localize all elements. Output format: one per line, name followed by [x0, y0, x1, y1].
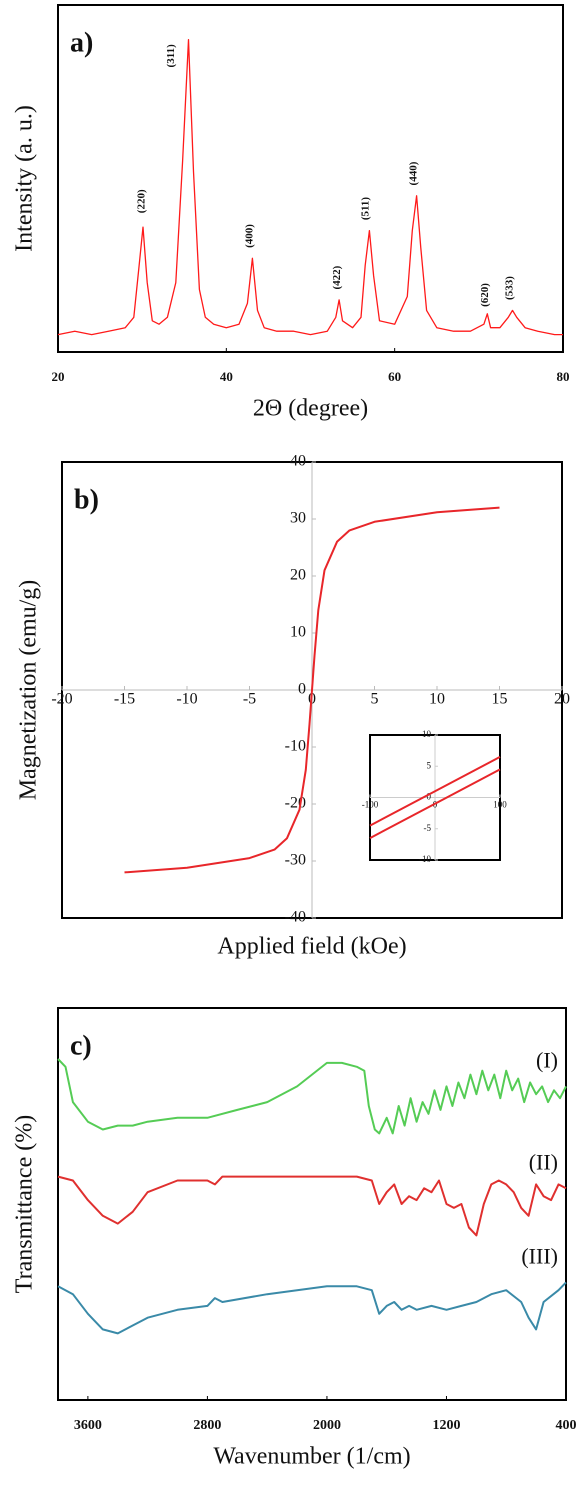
inset-x-tick-label: 100: [493, 800, 507, 810]
plot-frame: [57, 4, 564, 353]
y-tick-label: -10: [285, 738, 306, 755]
y-tick-label: 30: [290, 510, 306, 527]
inset-y-tick-label: 5: [427, 760, 432, 770]
data-line: [57, 39, 563, 336]
inset-y-tick-label: 10: [422, 729, 432, 739]
panel-label: c): [70, 1030, 92, 1061]
y-tick-label: 10: [290, 624, 306, 641]
peak-label: (311): [165, 44, 177, 68]
x-tick-label: 80: [557, 369, 570, 384]
x-tick-label: -5: [243, 691, 256, 708]
peak-label: (220): [136, 189, 148, 213]
y-tick-label: -40: [285, 909, 306, 926]
series-label: (III): [521, 1243, 558, 1268]
data-line: [57, 1175, 567, 1237]
x-tick-label: -15: [114, 691, 135, 708]
y-axis-title: Intensity (a. u.): [12, 105, 38, 252]
peak-label: (620): [479, 283, 491, 307]
x-tick-label: 10: [429, 691, 445, 708]
y-tick-label: 0: [298, 681, 306, 698]
x-tick-label: 1200: [432, 1418, 460, 1433]
data-line: [57, 1281, 567, 1335]
panel-label: b): [74, 484, 99, 515]
peak-label: (533): [504, 276, 516, 300]
data-line: [57, 1058, 567, 1135]
x-tick-label: 2000: [313, 1418, 341, 1433]
y-tick-label: 20: [290, 567, 306, 584]
peak-label: (440): [408, 161, 420, 185]
y-tick-label: 40: [290, 453, 306, 470]
x-tick-label: -10: [176, 691, 197, 708]
y-axis-title: Magnetization (emu/g): [16, 580, 42, 801]
x-tick-label: 20: [554, 691, 570, 708]
series-label: (I): [536, 1047, 558, 1072]
inset-line: [369, 768, 501, 839]
peak-label: (422): [331, 265, 343, 289]
x-axis-title: 2Θ (degree): [253, 396, 368, 422]
x-tick-label: 2800: [193, 1418, 221, 1433]
peak-label: (511): [360, 197, 372, 221]
data-line: [124, 506, 500, 874]
x-tick-label: -20: [51, 691, 72, 708]
inset-y-tick-label: -5: [424, 823, 432, 833]
y-axis-title: Transmittance (%): [12, 1115, 38, 1293]
x-tick-label: 60: [388, 369, 401, 384]
inset-y-tick-label: 0: [427, 792, 432, 802]
y-tick-label: -30: [285, 852, 306, 869]
peak-label: (400): [243, 224, 255, 248]
x-tick-label: 400: [556, 1418, 577, 1433]
x-axis-title: Applied field (kOe): [217, 934, 406, 960]
inset-line: [369, 756, 501, 827]
plot-frame: [57, 1007, 567, 1401]
series-label: (II): [529, 1149, 558, 1174]
x-tick-label: 20: [52, 369, 65, 384]
y-tick-label: -20: [285, 795, 306, 812]
x-tick-label: 40: [220, 369, 233, 384]
x-tick-label: 5: [371, 691, 379, 708]
x-axis-title: Wavenumber (1/cm): [213, 1444, 410, 1470]
inset-x-tick-label: -100: [362, 800, 379, 810]
x-tick-label: 15: [492, 691, 508, 708]
x-tick-label: 3600: [74, 1418, 102, 1433]
inset-y-tick-label: -10: [419, 854, 431, 864]
panel-label: a): [70, 27, 93, 58]
